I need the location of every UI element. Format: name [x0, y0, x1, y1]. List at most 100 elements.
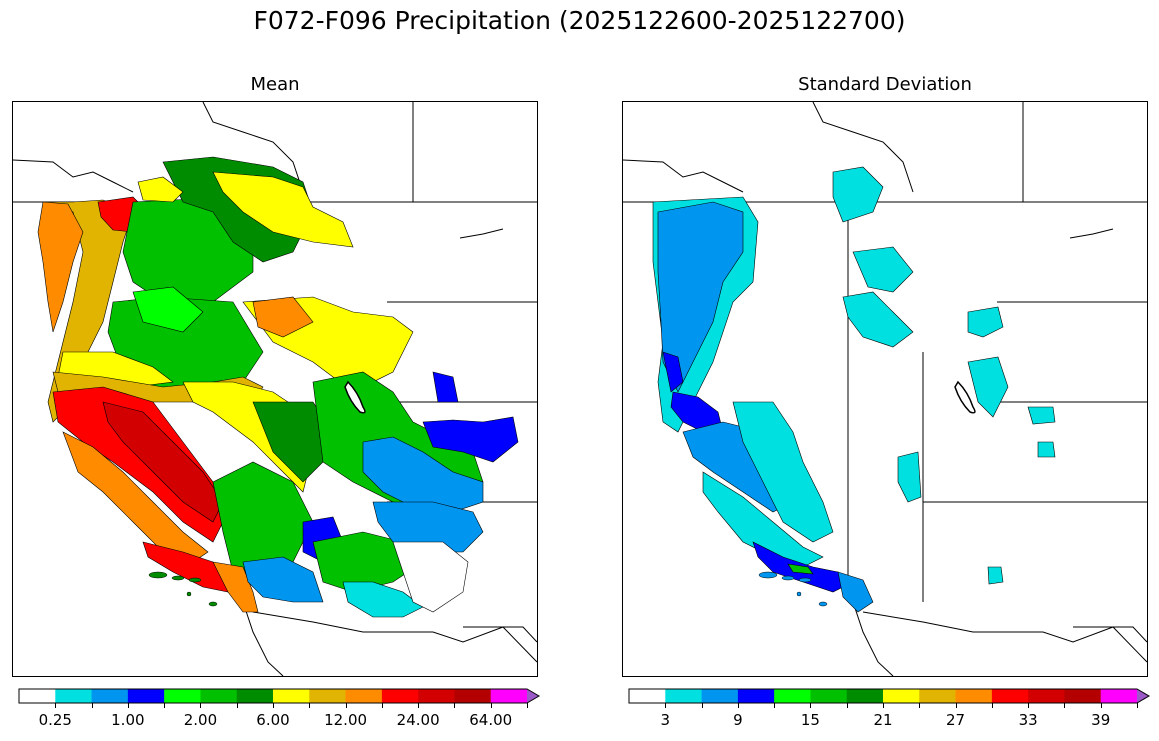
stddev-colorbar-tick: [774, 703, 776, 708]
stddev-colorbar-tick: [1064, 703, 1066, 708]
mexico-border: [862, 611, 1147, 663]
stddev-colorbar-swatch: [774, 689, 811, 703]
central-lightgreen: [132, 286, 204, 333]
stddev-colorbar-swatch: [701, 689, 739, 703]
stddev-colorbar-tick-label: 39: [1091, 711, 1111, 729]
channel-island-5: [796, 591, 802, 597]
stddev-colorbar-tick-label: 33: [1018, 711, 1038, 729]
channel-island-3: [188, 577, 202, 583]
mean-colorbar-tick: [381, 703, 383, 708]
mean-colorbar-swatch: [273, 689, 310, 703]
ut-cyan: [967, 356, 1009, 418]
mean-colorbar-swatch: [19, 689, 56, 703]
mean-colorbar-swatch: [164, 689, 201, 703]
washington-olympic-region: [37, 201, 84, 333]
mean-colorbar-swatch: [418, 689, 455, 703]
stddev-colorbar-tick: [846, 703, 848, 708]
stddev-colorbar-swatch: [1100, 689, 1138, 703]
channel-island-2: [171, 575, 185, 581]
socal-orange: [212, 561, 259, 613]
mt-cyan-3: [842, 291, 914, 348]
mean-colorbar-swatch: [309, 689, 347, 703]
mean-colorbar-tick-label: 6.00: [256, 711, 290, 729]
mean-colorbar-tick-label: 1.00: [111, 711, 145, 729]
great-salt-lake: [954, 380, 976, 414]
stddev-colorbar-tick: [919, 703, 921, 708]
great-lakes-line: [459, 228, 504, 239]
mean-colorbar-tick-label: 24.00: [396, 711, 440, 729]
stddev-colorbar-tick: [1028, 703, 1030, 708]
la-lightblue: [837, 571, 874, 613]
colorado-blue-2: [422, 416, 519, 463]
stddev-colorbar-swatch: [1064, 689, 1102, 703]
sierra-cyan: [732, 401, 834, 543]
stddev-colorbar-ticks: 3 9 15 21 27 33 39: [629, 703, 1149, 733]
mean-colorbar-tick: [527, 703, 528, 708]
mean-colorbar-swatch: [381, 689, 419, 703]
mean-colorbar-tick-label: 64.00: [469, 711, 513, 729]
mean-colorbar-swatch: [490, 689, 528, 703]
mean-map: [12, 101, 538, 677]
stddev-colorbar-tick: [737, 703, 739, 708]
nm-cyan: [1037, 441, 1056, 458]
stddev-colorbar-tick-label: 9: [733, 711, 743, 729]
stddev-colorbar-swatch: [991, 689, 1029, 703]
stddev-colorbar-tick-label: 15: [800, 711, 820, 729]
mean-colorbar-tick: [454, 703, 456, 708]
nv-cyan: [897, 451, 922, 503]
stddev-colorbar-tick: [883, 703, 884, 708]
us-state-line-4: [1073, 626, 1147, 643]
stddev-panel-title: Standard Deviation: [798, 74, 972, 95]
mean-map-canvas: [13, 102, 537, 676]
mean-colorbar-tick: [236, 703, 238, 708]
nm-lightblue: [372, 501, 484, 553]
mean-colorbar-swatch: [127, 689, 165, 703]
stddev-colorbar-swatch: [919, 689, 957, 703]
montana-orange: [252, 296, 314, 338]
mean-colorbar-swatch: [236, 689, 274, 703]
mean-colorbar-swatch: [55, 689, 93, 703]
mean-colorbar-tick-label: 0.25: [38, 711, 72, 729]
channel-island-1: [758, 571, 778, 579]
mean-colorbar-tick: [309, 703, 311, 708]
channel-island-4: [208, 601, 218, 607]
wy-cyan: [967, 306, 1004, 338]
mean-panel-title: Mean: [250, 74, 300, 95]
mean-colorbar-tick: [91, 703, 93, 708]
baja-coast: [242, 601, 284, 676]
north-coast-line: [623, 159, 744, 193]
oregon-blue: [662, 351, 684, 393]
stddev-colorbar-tick: [1100, 703, 1102, 708]
mean-colorbar-tick: [55, 703, 57, 708]
stddev-colorbar-tick: [810, 703, 812, 708]
stddev-colorbar-tick: [1137, 703, 1138, 708]
stddev-colorbar-swatch: [955, 689, 993, 703]
az-cyan: [987, 566, 1004, 585]
mean-colorbar-swatch: [345, 689, 383, 703]
co-cyan: [1027, 406, 1056, 425]
pnw-coast-lightblue: [657, 201, 744, 393]
mean-colorbar-swatch: [200, 689, 238, 703]
mean-colorbar-extend-arrow: [527, 689, 539, 703]
stddev-colorbar: [628, 688, 1150, 704]
us-state-line-4: [463, 626, 537, 643]
stddev-colorbar-extend-arrow: [1137, 689, 1149, 703]
socal-green: [787, 563, 814, 575]
figure-title: F072-F096 Precipitation (2025122600-2025…: [253, 6, 906, 35]
mean-colorbar-graphic: [18, 688, 540, 704]
colorado-lightblue: [362, 436, 484, 513]
stddev-map-canvas: [623, 102, 1147, 676]
mean-colorbar-swatch: [454, 689, 492, 703]
mean-colorbar-tick: [127, 703, 129, 708]
stddev-colorbar-tick-label: 27: [946, 711, 966, 729]
mean-colorbar: [18, 688, 540, 704]
stddev-colorbar-tick: [955, 703, 957, 708]
colorado-blue: [432, 371, 459, 403]
stddev-colorbar-tick: [665, 703, 667, 708]
stddev-colorbar-tick: [701, 703, 703, 708]
north-coast-line: [13, 159, 134, 193]
sierra-darkred: [102, 401, 224, 523]
stddev-colorbar-swatch: [629, 689, 666, 703]
mean-colorbar-ticks: 0.25 1.00 2.00 6.00 12.00 24.00 64.00: [19, 703, 539, 733]
mean-colorbar-tick: [200, 703, 202, 708]
